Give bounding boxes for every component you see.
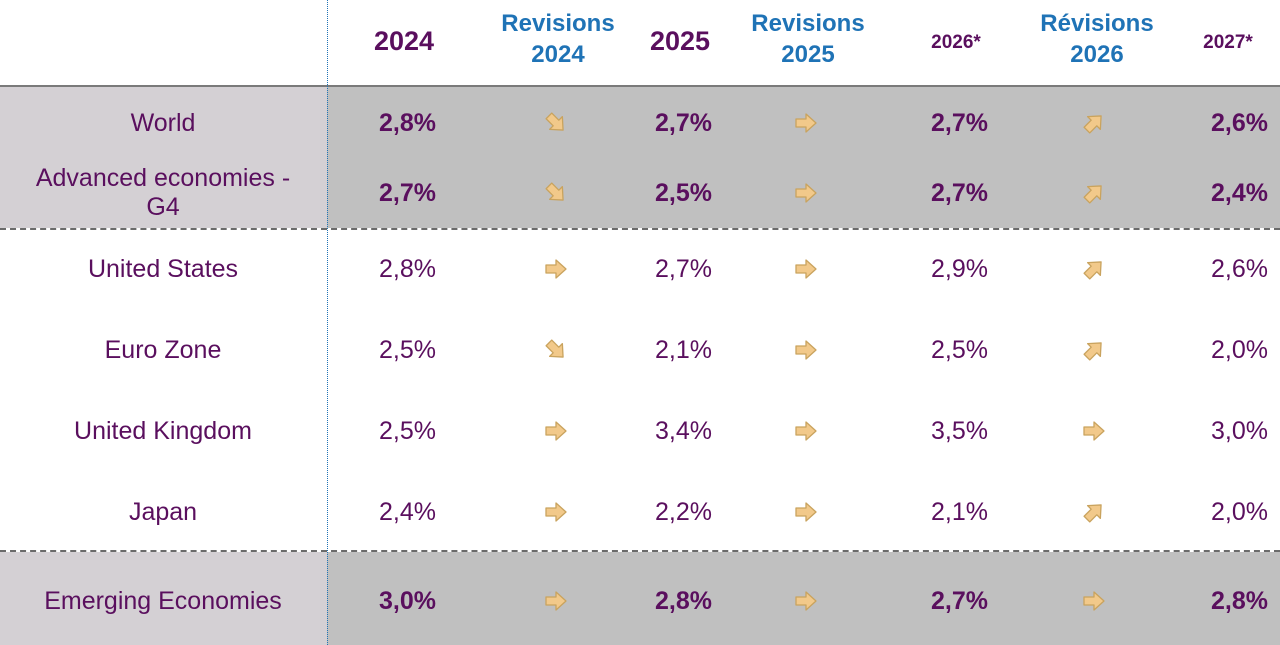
band-top-data — [327, 86, 1280, 228]
revision-2026-cell — [1078, 107, 1110, 139]
revision-2026-cell — [1078, 496, 1110, 528]
value-2024: 2,7% — [379, 178, 436, 207]
revision-2024-cell — [540, 585, 572, 617]
value-2027: 3,0% — [1211, 416, 1268, 445]
revision-2025-cell — [790, 107, 822, 139]
header-2024: 2024 — [373, 25, 435, 56]
value-2026: 2,5% — [931, 335, 988, 364]
value-2024: 3,0% — [379, 586, 436, 615]
value-2026: 2,9% — [931, 254, 988, 283]
arrow-up-right-icon — [1083, 504, 1102, 523]
revision-2025-cell — [790, 496, 822, 528]
row-label: Emerging Economies — [44, 586, 282, 615]
arrow-right-icon — [795, 183, 817, 203]
arrow-down-right-icon — [545, 112, 564, 131]
value-2025: 2,7% — [655, 254, 712, 283]
revision-2024-cell — [540, 415, 572, 447]
value-2027: 2,0% — [1211, 497, 1268, 526]
value-2024: 2,5% — [379, 335, 436, 364]
arrow-up-right-icon — [1083, 185, 1102, 204]
revision-2026-cell — [1078, 334, 1110, 366]
revision-2026-cell — [1078, 585, 1110, 617]
arrow-right-icon — [545, 502, 567, 522]
revision-2026-cell — [1078, 177, 1110, 209]
value-2026: 2,7% — [931, 108, 988, 137]
value-2024: 2,8% — [379, 108, 436, 137]
arrow-right-icon — [795, 340, 817, 360]
revision-2024-cell — [540, 177, 572, 209]
arrow-down-right-icon — [545, 339, 564, 358]
revision-2025-cell — [790, 585, 822, 617]
band-bottom-label — [0, 552, 327, 645]
value-2025: 3,4% — [655, 416, 712, 445]
value-2025: 2,2% — [655, 497, 712, 526]
value-2027: 2,8% — [1211, 586, 1268, 615]
revision-2024-cell — [540, 334, 572, 366]
revision-2025-cell — [790, 334, 822, 366]
header-2026: 2026* — [931, 32, 981, 53]
band-top-label — [0, 86, 327, 228]
value-2025: 2,5% — [655, 178, 712, 207]
header-revisions-2025: Revisions 2025 — [751, 10, 865, 68]
header-separator — [0, 85, 1280, 87]
arrow-right-icon — [545, 591, 567, 611]
header-revisions-2026: Révisions 2026 — [1040, 10, 1154, 68]
arrow-right-icon — [795, 421, 817, 441]
arrow-right-icon — [1083, 421, 1105, 441]
revision-2025-cell — [790, 253, 822, 285]
revision-2024-cell — [540, 496, 572, 528]
value-2025: 2,8% — [655, 586, 712, 615]
value-2025: 2,7% — [655, 108, 712, 137]
revision-2026-cell — [1078, 415, 1110, 447]
revision-2025-cell — [790, 415, 822, 447]
header-2025: 2025 — [649, 25, 711, 56]
arrow-right-icon — [795, 113, 817, 133]
arrow-up-right-icon — [1083, 342, 1102, 361]
revision-2024-cell — [540, 253, 572, 285]
arrow-right-icon — [1083, 591, 1105, 611]
separator-advanced — [0, 228, 1280, 230]
arrow-right-icon — [545, 421, 567, 441]
row-label: Advanced economies - G4 — [35, 164, 291, 221]
revision-2025-cell — [790, 177, 822, 209]
revision-2024-cell — [540, 107, 572, 139]
header-2027: 2027* — [1203, 32, 1253, 53]
row-label: Japan — [128, 497, 198, 526]
value-2024: 2,4% — [379, 497, 436, 526]
arrow-up-right-icon — [1083, 115, 1102, 134]
value-2026: 2,7% — [931, 586, 988, 615]
arrow-up-right-icon — [1083, 261, 1102, 280]
row-label: United Kingdom — [74, 416, 252, 445]
value-2027: 2,6% — [1211, 254, 1268, 283]
arrow-down-right-icon — [545, 182, 564, 201]
arrow-right-icon — [795, 259, 817, 279]
value-2024: 2,8% — [379, 254, 436, 283]
label-column-divider — [327, 0, 328, 645]
arrow-right-icon — [795, 591, 817, 611]
separator-emerging — [0, 550, 1280, 552]
arrow-right-icon — [545, 259, 567, 279]
row-label: United States — [87, 254, 239, 283]
arrow-right-icon — [795, 502, 817, 522]
header-revisions-2024: Revisions 2024 — [501, 10, 615, 68]
value-2026: 2,1% — [931, 497, 988, 526]
value-2027: 2,0% — [1211, 335, 1268, 364]
value-2024: 2,5% — [379, 416, 436, 445]
row-label: World — [130, 108, 196, 137]
value-2027: 2,6% — [1211, 108, 1268, 137]
revision-2026-cell — [1078, 253, 1110, 285]
value-2026: 2,7% — [931, 178, 988, 207]
value-2027: 2,4% — [1211, 178, 1268, 207]
value-2025: 2,1% — [655, 335, 712, 364]
row-label: Euro Zone — [104, 335, 222, 364]
value-2026: 3,5% — [931, 416, 988, 445]
